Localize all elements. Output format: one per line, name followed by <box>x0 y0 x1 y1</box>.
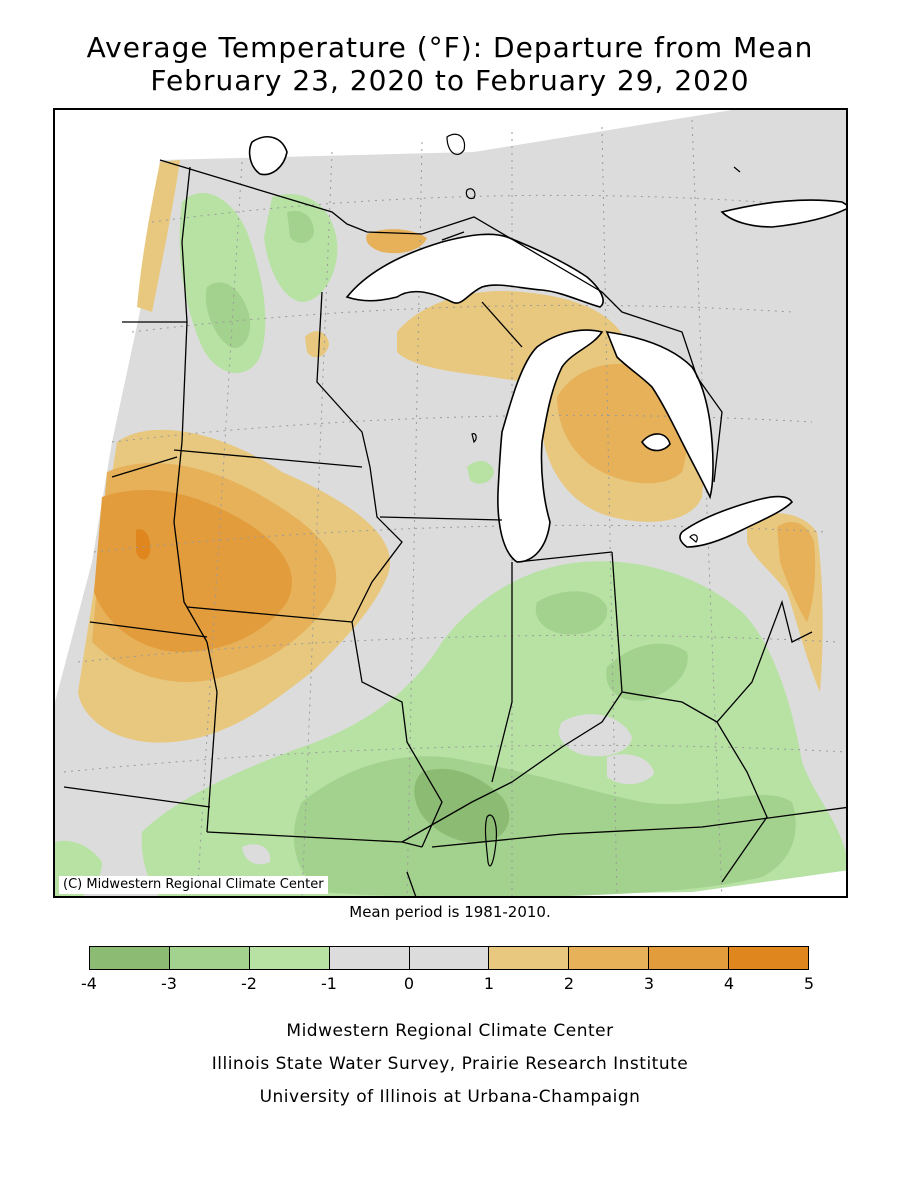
islands <box>441 133 741 867</box>
legend-tick-label: 5 <box>803 974 815 993</box>
ky-tn-border <box>431 806 846 848</box>
cool-area-indiana-core <box>535 591 608 635</box>
lake-superior <box>345 233 604 308</box>
graticule-parallel-6 <box>63 744 846 773</box>
isle-royale <box>441 231 465 241</box>
lake-michigan <box>497 329 604 563</box>
warm-area-michigan-core <box>557 363 687 484</box>
legend-tick-label: -2 <box>241 974 257 993</box>
great-lakes <box>248 136 846 563</box>
graticule-meridian-2 <box>301 151 333 896</box>
neutral-island-2 <box>607 754 654 785</box>
legend-color-bar <box>89 946 809 970</box>
footer-organization: Midwestern Regional Climate Center <box>286 1021 614 1041</box>
graticule-parallel-5 <box>77 634 838 663</box>
graticule-meridian-5 <box>601 126 618 896</box>
legend-swatch <box>329 947 410 969</box>
footer-university: University of Illinois at Urbana-Champai… <box>259 1087 641 1107</box>
warm-anomaly-areas <box>78 160 823 743</box>
legend-swatch <box>649 947 730 969</box>
legend-tick-label: 0 <box>403 974 415 993</box>
il-in-border <box>491 562 513 783</box>
island-2 <box>465 188 476 200</box>
legend-tick-label: 1 <box>483 974 495 993</box>
ne-ks-border <box>89 621 208 638</box>
wi-il-border <box>379 516 503 521</box>
cool-area-ohio-core <box>606 643 688 701</box>
neutral-island-3 <box>242 844 271 865</box>
in-oh-border <box>611 551 623 693</box>
legend-swatch <box>90 947 170 969</box>
ohio-river <box>401 599 813 843</box>
cool-area-small <box>467 460 494 484</box>
warm-area-west-peak <box>136 529 151 560</box>
lake-ontario <box>720 199 846 228</box>
warm-area-nw-strip <box>137 160 180 312</box>
cool-area-north-2 <box>264 194 338 302</box>
mn-wi-border <box>316 291 371 468</box>
legend-tick-label: -4 <box>81 974 97 993</box>
legend-tick-label: 3 <box>643 974 655 993</box>
legend-swatch <box>729 947 809 969</box>
lake-st-clair <box>689 534 698 543</box>
legend-swatch <box>169 947 250 969</box>
ia-mo-border <box>186 606 353 623</box>
island-3 <box>733 166 741 173</box>
legend-tick-label: -3 <box>161 974 177 993</box>
wv-va-border <box>716 721 768 883</box>
graticule-meridian-1 <box>196 161 243 896</box>
legend-tick-label: 4 <box>723 974 735 993</box>
island-1 <box>446 133 466 155</box>
legend-swatch <box>409 947 490 969</box>
temperature-departure-map <box>55 110 846 896</box>
mn-ia-border <box>173 449 363 468</box>
legend-tick-label: 2 <box>563 974 575 993</box>
lake-winnipeg-area <box>248 136 288 176</box>
legend-swatch <box>489 947 570 969</box>
in-mi-border <box>516 551 613 563</box>
mi-up-border <box>481 301 523 348</box>
neutral-island-1 <box>558 714 632 757</box>
island-4 <box>471 433 477 444</box>
map-date-range: February 23, 2020 to February 29, 2020 <box>150 64 750 97</box>
cool-area-north-2-core <box>287 210 314 244</box>
map-frame: (C) Midwestern Regional Climate Center <box>53 108 848 898</box>
legend-swatch <box>249 947 330 969</box>
sd-ne-border <box>173 441 208 643</box>
warm-area-superior-north <box>366 229 427 254</box>
ks-ok-border <box>63 786 211 808</box>
warm-area-mn <box>305 331 329 358</box>
legend-swatch <box>569 947 650 969</box>
mississippi-river-south <box>406 871 417 896</box>
map-title: Average Temperature (°F): Departure from… <box>86 31 814 64</box>
us-canada-border <box>159 159 723 483</box>
warm-area-east-core <box>777 522 816 622</box>
legend-tick-label: -1 <box>321 974 337 993</box>
mo-west-border <box>206 641 218 833</box>
nd-mn-border <box>181 166 191 443</box>
lake-erie <box>679 495 794 548</box>
sd-ne-lat-border <box>111 456 178 478</box>
political-boundaries <box>63 159 846 896</box>
graticule-parallel-3 <box>111 414 813 443</box>
cool-area-north-core <box>205 282 251 348</box>
graticule-parallel-2 <box>131 304 793 333</box>
mean-period-note: Mean period is 1981-2010. <box>349 903 551 921</box>
graticule-parallel-4 <box>93 524 828 553</box>
footer-survey: Illinois State Water Survey, Prairie Res… <box>211 1054 689 1074</box>
reelfoot-lake <box>484 814 497 867</box>
neutral-islands <box>242 714 654 865</box>
mo-east-border <box>351 621 443 848</box>
map-credit: (C) Midwestern Regional Climate Center <box>59 876 328 894</box>
graticule-parallel-1 <box>151 194 763 223</box>
ia-il-border <box>351 466 403 623</box>
lake-huron <box>605 331 714 500</box>
color-legend: -4 -3 -2 -1 0 1 2 3 4 5 <box>81 945 814 1015</box>
